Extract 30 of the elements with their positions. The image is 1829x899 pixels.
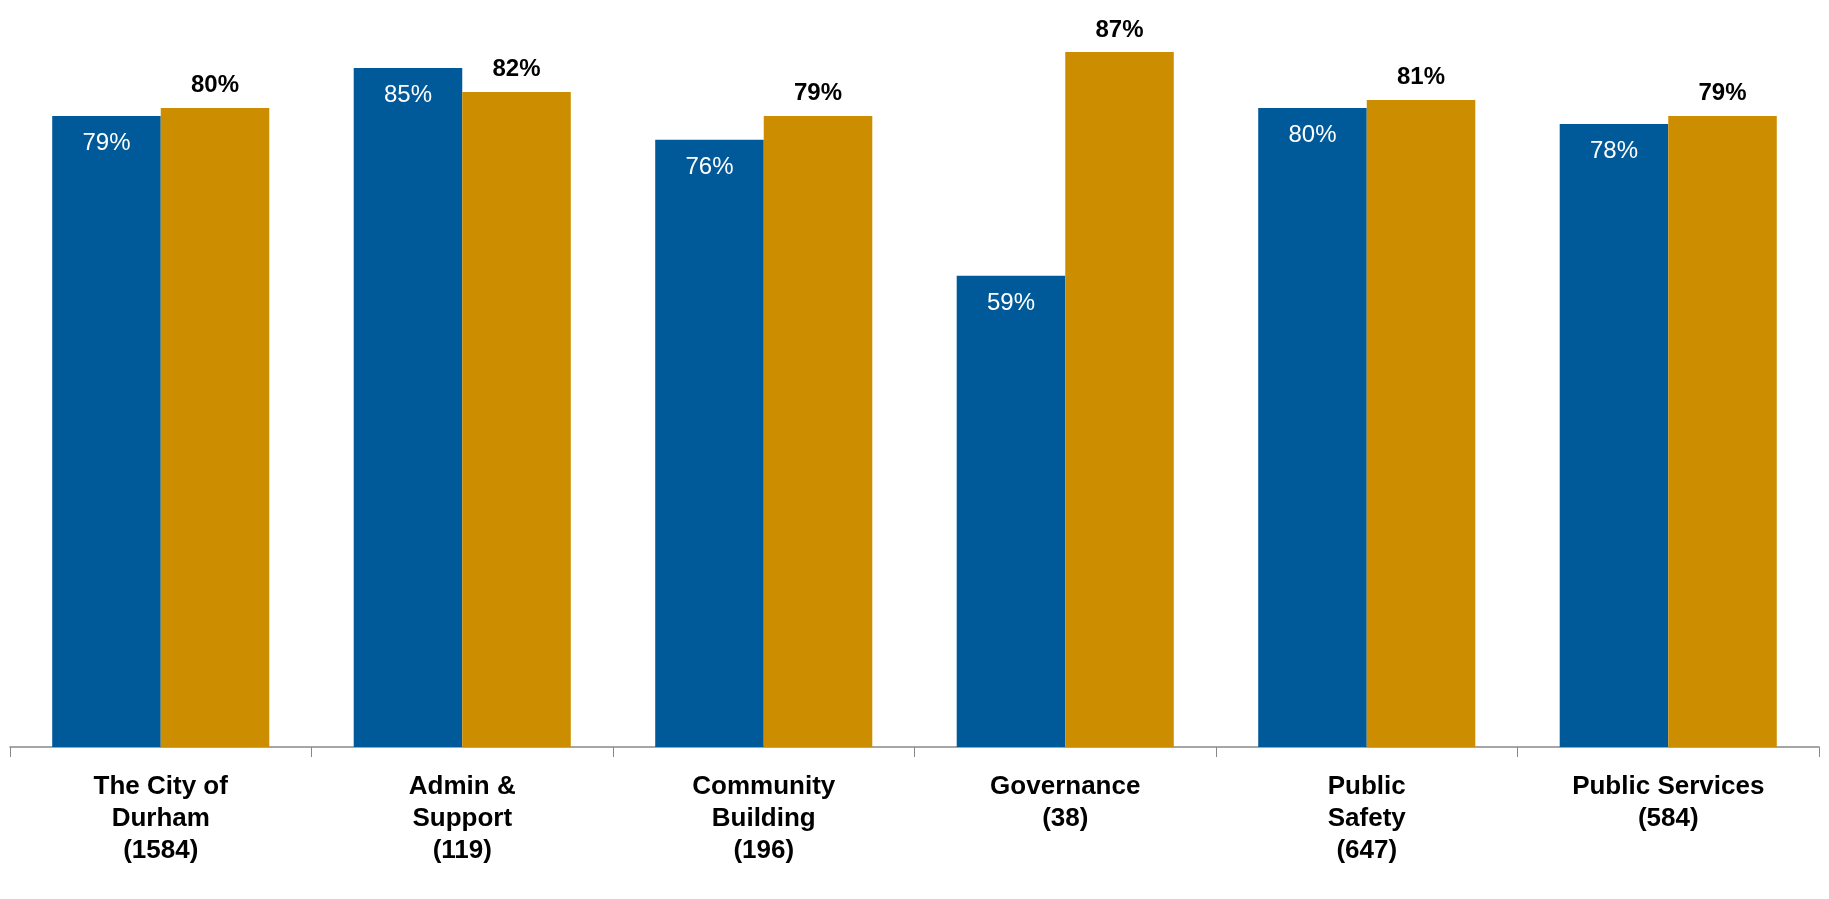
x-tick-label: Governance (38)	[990, 770, 1141, 832]
bar	[353, 67, 463, 747]
bar	[462, 91, 571, 747]
x-tick-label: Public Services (584)	[1572, 770, 1765, 832]
data-label: 87%	[1095, 14, 1144, 42]
bar	[956, 275, 1066, 747]
x-tick-label: Public Safety (647)	[1327, 770, 1407, 864]
data-label: 79%	[794, 78, 843, 106]
x-tick-label: The City of Durham (1584)	[93, 770, 229, 864]
bar	[1668, 115, 1777, 747]
bar	[1065, 52, 1174, 747]
data-label: 76%	[685, 152, 734, 180]
x-tick-label: Admin & Support (119)	[408, 770, 516, 864]
bar	[1366, 99, 1476, 747]
bar	[763, 115, 873, 747]
bar	[160, 107, 270, 747]
data-label: 79%	[1698, 78, 1747, 106]
data-label: 82%	[492, 54, 541, 82]
data-label: 80%	[1288, 120, 1337, 148]
bar	[52, 115, 161, 747]
bar	[1559, 123, 1669, 747]
x-tick-label: Community Building (196)	[692, 770, 836, 864]
bar	[1258, 107, 1367, 747]
data-label: 59%	[986, 288, 1035, 316]
data-label: 79%	[82, 128, 131, 156]
data-label: 78%	[1589, 136, 1638, 164]
data-label: 81%	[1397, 62, 1446, 90]
bar	[655, 139, 764, 747]
data-label: 80%	[191, 70, 240, 98]
data-label: 85%	[383, 80, 432, 108]
